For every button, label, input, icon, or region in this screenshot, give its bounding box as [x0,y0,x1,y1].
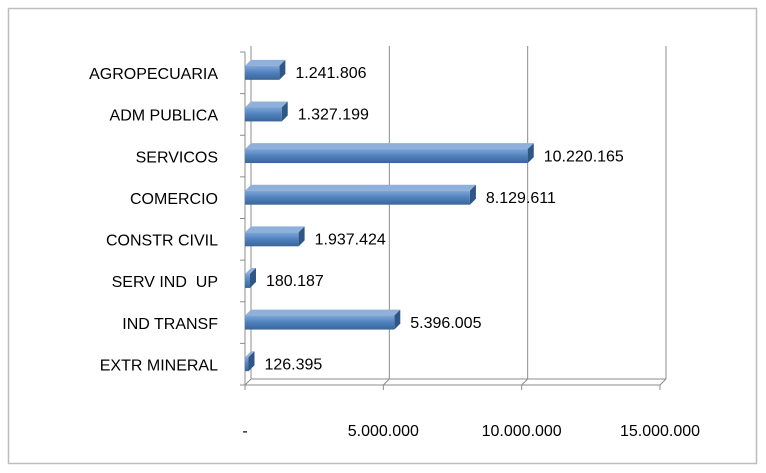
category-label: EXTR MINERAL [100,357,218,374]
bar-top [245,351,255,358]
bar [245,273,250,288]
bar [245,315,395,330]
value-label: 1.937.424 [315,232,386,249]
category-label: ADM PUBLICA [110,108,219,125]
grid-line-floor [382,378,390,386]
category-label: SERVICOS [136,149,218,166]
bar-end [527,143,534,164]
bar-end [298,226,305,247]
value-label: 5.396.005 [410,315,481,332]
bar [245,232,299,247]
bar-top [245,184,476,191]
value-label: 10.220.165 [544,148,624,165]
bar [245,65,280,80]
value-label: 8.129.611 [486,190,556,207]
value-label: 1.327.199 [298,107,369,124]
grid-line-floor [521,378,529,386]
bar-top [245,267,256,274]
x-tick-label: 5.000.000 [348,423,419,440]
bar [245,357,249,372]
x-tick-label: 15.000.000 [620,423,700,440]
bar-end [249,267,256,288]
chart-border [7,7,758,465]
bar-top [245,309,401,316]
category-label: CONSTR CIVIL [106,233,218,250]
bar-top [245,101,288,108]
grid-line-floor [659,378,667,386]
x-tick-label: 10.000.000 [482,423,562,440]
grid-line-floor [244,378,252,386]
bar-end [279,59,286,80]
bar [245,149,528,164]
value-label: 1.241.806 [295,65,366,82]
bar-end [281,101,288,122]
value-label: 126.395 [264,356,322,373]
value-label: 180.187 [266,273,324,290]
bar-top [245,59,286,66]
category-label: AGROPECUARIA [89,66,218,83]
category-label: IND TRANSF [122,316,218,333]
bar [245,190,470,205]
category-label: SERV IND UP [112,274,218,291]
category-label: COMERCIO [130,191,218,208]
bar-end [248,351,255,372]
bar-end [469,184,476,205]
bar [245,107,282,122]
bar-top [245,226,305,233]
x-tick-label: - [242,423,247,440]
bar-end [394,309,401,330]
bar-top [245,143,534,150]
